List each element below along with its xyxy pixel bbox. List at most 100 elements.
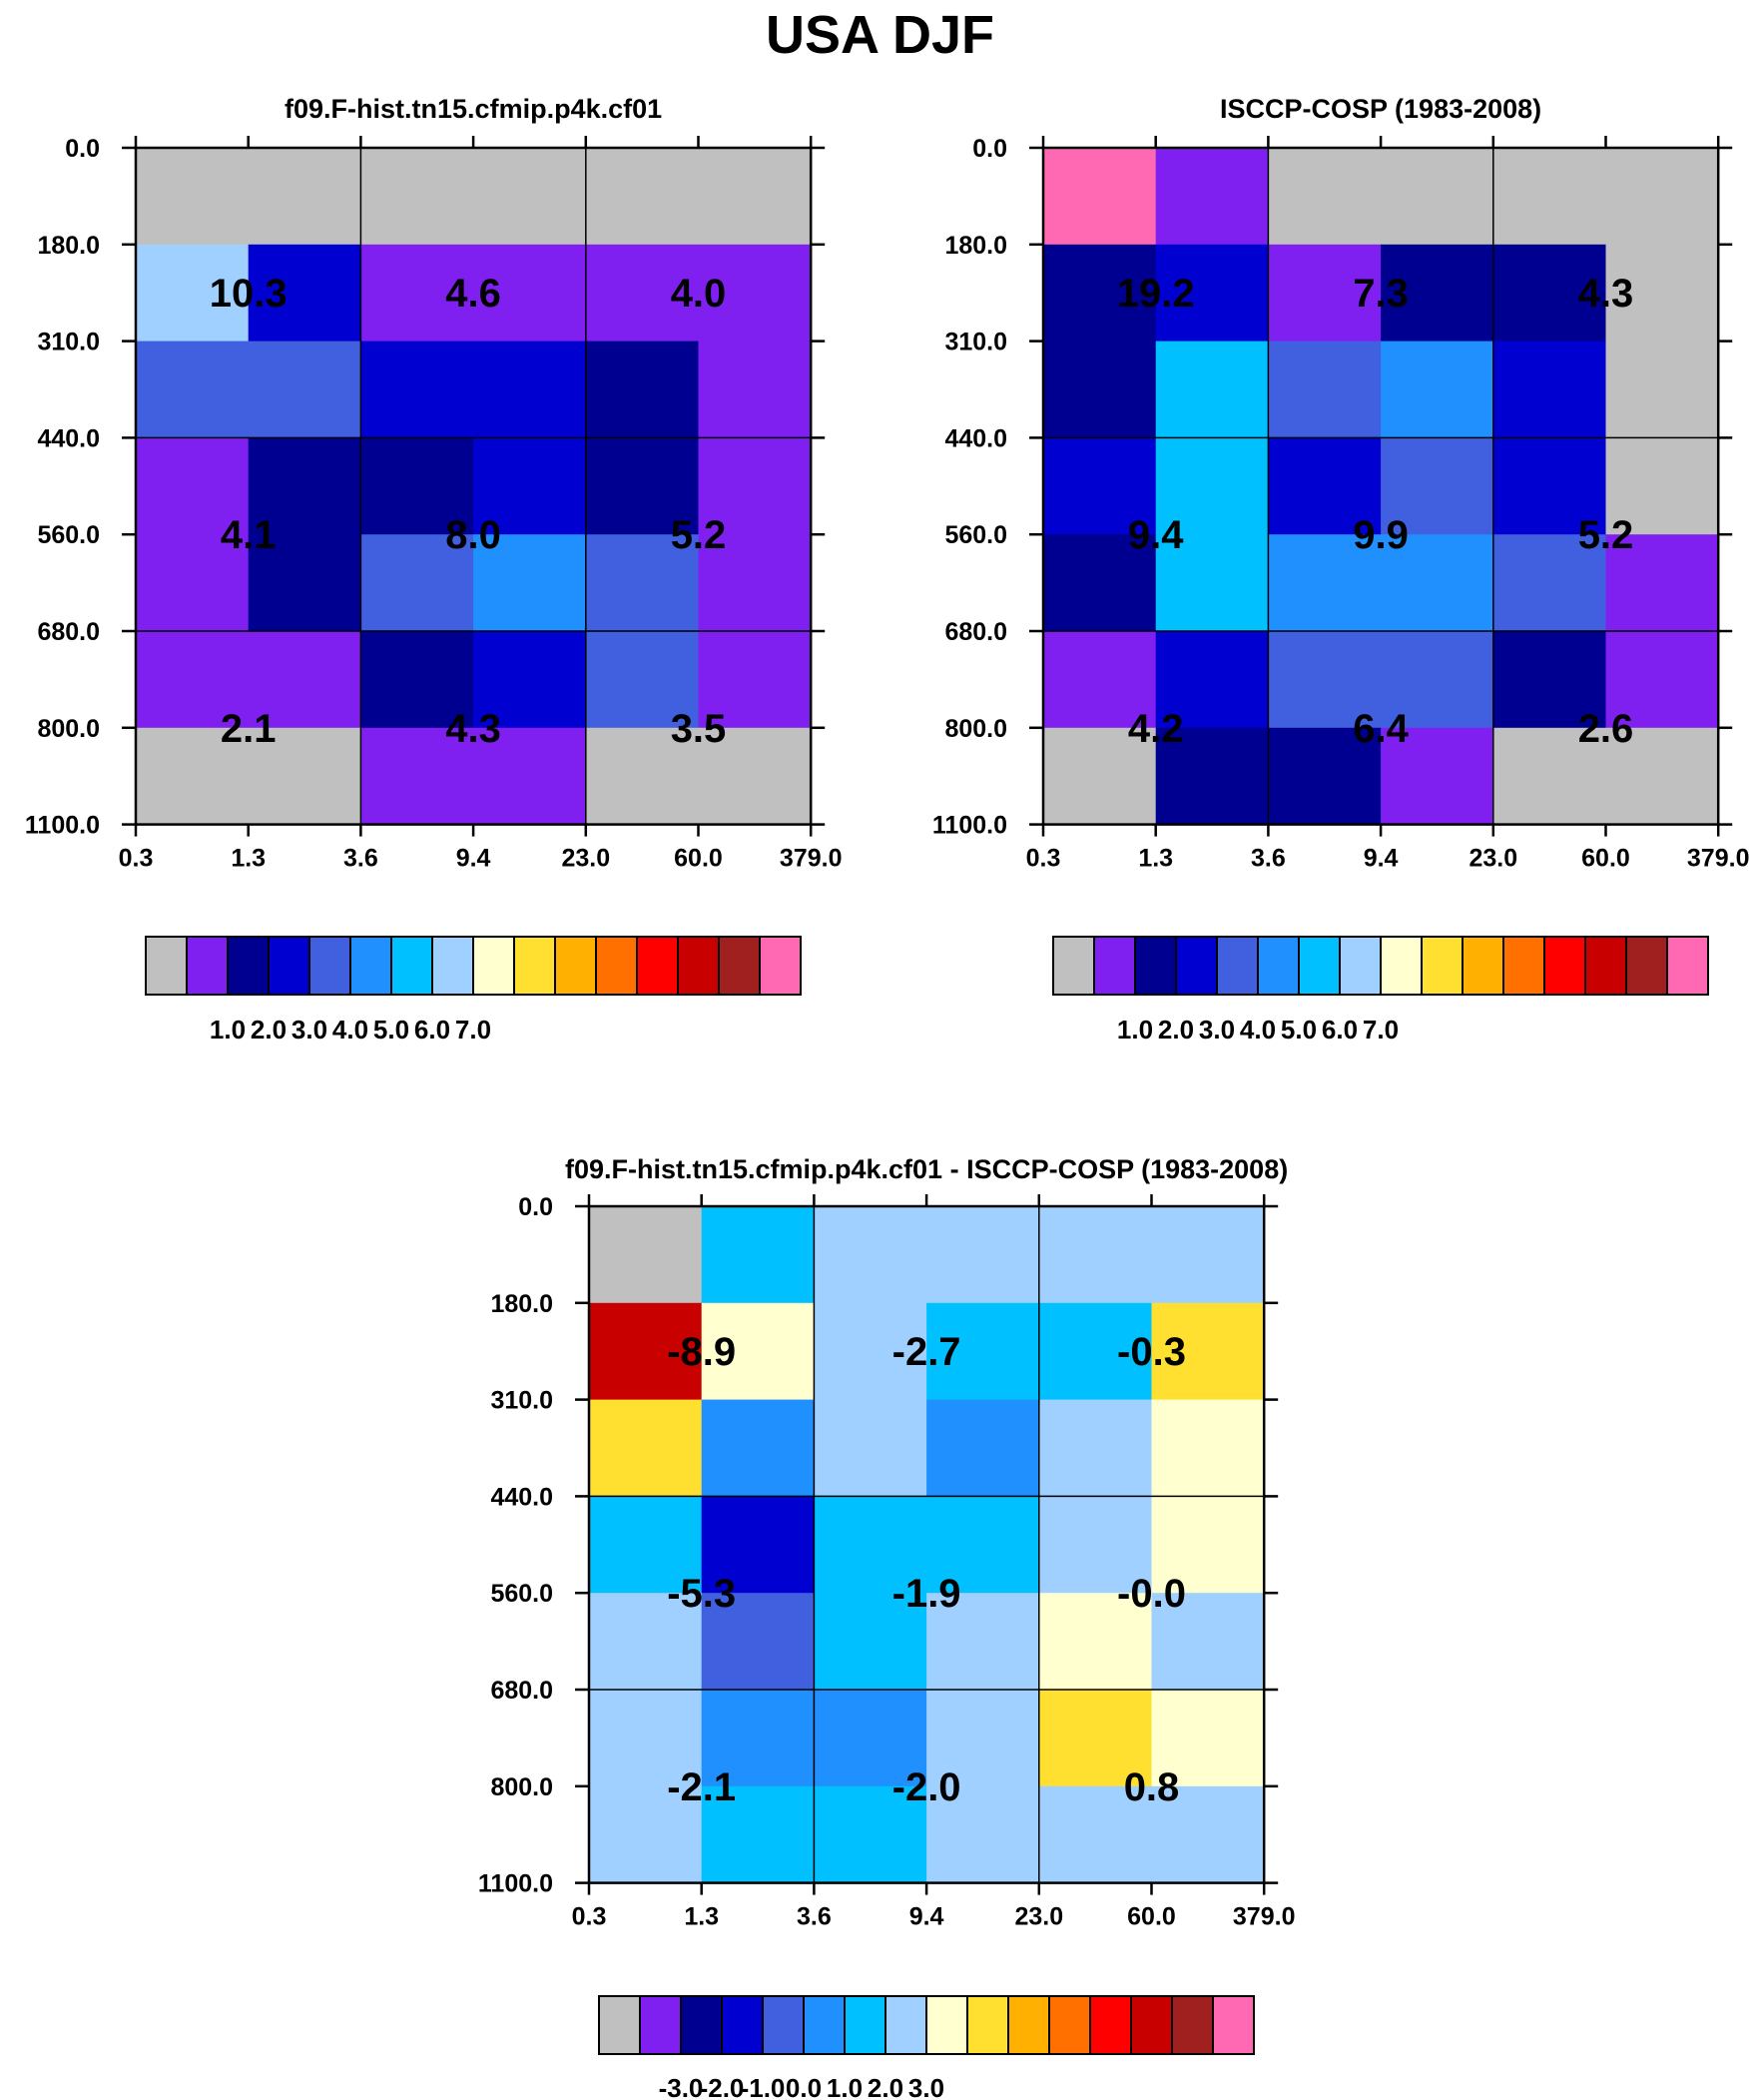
y-tick-label: 0.0 <box>972 135 1007 163</box>
heatmap-cell <box>1151 1399 1265 1497</box>
cell-value-label: -8.9 <box>667 1330 736 1374</box>
cell-value-label: 2.6 <box>1578 707 1634 751</box>
heatmap-cell <box>1043 631 1157 729</box>
heatmap-cell <box>1268 244 1382 343</box>
y-tick-label: 310.0 <box>944 329 1007 356</box>
heatmap-cell <box>701 1690 815 1787</box>
heatmap-cell <box>1038 1496 1153 1594</box>
y-tick-label: 560.0 <box>944 521 1007 549</box>
cell-value-label: -2.0 <box>892 1765 961 1809</box>
colorbar-swatch <box>1502 936 1545 996</box>
colorbar-swatch <box>1134 936 1177 996</box>
heatmap-cell <box>1605 341 1719 438</box>
colorbar-swatch <box>1130 1995 1173 2055</box>
colorbar-swatch <box>308 936 351 996</box>
colorbar-swatch <box>762 1995 805 2055</box>
colorbar-swatch <box>349 936 392 996</box>
y-tick-label: 440.0 <box>37 424 100 452</box>
heatmap-cell <box>701 1302 815 1401</box>
heatmap-cell <box>589 1496 703 1594</box>
heatmap-cell <box>585 148 700 246</box>
cell-value-label: -5.3 <box>667 1572 736 1616</box>
y-tick-label: 680.0 <box>944 618 1007 646</box>
colorbar-swatch <box>844 1995 886 2055</box>
heatmap-cell <box>136 727 250 826</box>
heatmap-cell <box>926 1302 1040 1401</box>
heatmap-cell <box>1381 244 1494 343</box>
colorbar-swatch <box>431 936 474 996</box>
heatmap-cell <box>589 1206 703 1304</box>
heatmap-cell <box>1151 1496 1265 1594</box>
heatmap-cell <box>1381 631 1494 729</box>
panel-model: f09.F-hist.tn15.cfmip.p4k.cf01 0.3 1.3 3.6 9… <box>25 94 843 1045</box>
colorbar-swatch <box>677 936 720 996</box>
y-tick-label: 180.0 <box>490 1290 553 1318</box>
colorbar-swatch <box>966 1995 1009 2055</box>
x-tick-label: 3.6 <box>1251 845 1286 873</box>
heatmap-cell <box>701 1785 815 1884</box>
heatmap-cell <box>701 1206 815 1304</box>
heatmap-cell <box>1492 534 1607 632</box>
cell-value-label: 5.2 <box>671 513 727 557</box>
heatmap-cell <box>1155 534 1269 632</box>
colorbar-swatch <box>803 1995 846 2055</box>
heatmap-cell <box>814 1399 927 1497</box>
heatmap-cell <box>1155 631 1269 729</box>
heatmap-cell <box>814 1496 927 1594</box>
heatmap-cell <box>1605 727 1719 826</box>
heatmap-cell <box>585 534 700 632</box>
heatmap-cell <box>589 1302 703 1401</box>
cell-value-label: -2.7 <box>892 1330 961 1374</box>
colorbar-label: -3.0 <box>659 2073 704 2100</box>
cell-value-label: 10.3 <box>210 272 288 316</box>
colorbar-swatch <box>1052 936 1095 996</box>
colorbar-swatch <box>1175 936 1218 996</box>
cell-value-label: -2.1 <box>667 1765 736 1809</box>
colorbar-swatch <box>186 936 229 996</box>
heatmap-cell <box>248 631 361 729</box>
colorbar-swatch <box>1462 936 1504 996</box>
heatmap-cell <box>1492 148 1607 246</box>
heatmap-cell <box>926 1593 1040 1691</box>
cell-value-label: 9.4 <box>1128 513 1184 557</box>
x-tick-label: 1.3 <box>231 845 266 873</box>
main-title: USA DJF <box>765 5 995 65</box>
heatmap-cell <box>814 1206 927 1304</box>
x-tick-label: 60.0 <box>1127 1903 1176 1931</box>
heatmap-cell <box>589 1690 703 1787</box>
colorbar-swatch <box>1666 936 1709 996</box>
y-tick-label: 180.0 <box>37 232 100 260</box>
x-tick-label: 379.0 <box>780 845 843 873</box>
cell-value-label: 4.6 <box>445 272 501 316</box>
panel-title: f09.F-hist.tn15.cfmip.p4k.cf01 <box>285 94 662 124</box>
y-tick-label: 310.0 <box>490 1387 553 1415</box>
heatmap-cell <box>1268 341 1382 438</box>
cell-value-label: 4.3 <box>445 707 501 751</box>
x-tick-label: 9.4 <box>456 845 491 873</box>
colorbar-label: 3.0 <box>908 2073 944 2100</box>
heatmap-cell <box>473 727 587 826</box>
y-tick-label: 440.0 <box>944 424 1007 452</box>
y-tick-label: 680.0 <box>490 1677 553 1705</box>
heatmap-cell <box>589 1593 703 1691</box>
y-tick-label: 0.0 <box>518 1193 553 1221</box>
colorbar-swatch <box>472 936 515 996</box>
heatmap-cell <box>248 534 361 632</box>
colorbar-swatch <box>1257 936 1300 996</box>
heatmap-cell <box>585 341 700 438</box>
cell-value-label: 2.1 <box>221 707 277 751</box>
heatmap-cell <box>701 1399 815 1497</box>
heatmap-cell <box>1605 437 1719 535</box>
cell-value-label: 5.2 <box>1578 513 1634 557</box>
colorbar-swatch <box>1421 936 1464 996</box>
heatmap-cell <box>1268 631 1382 729</box>
cell-value-label: 19.2 <box>1117 272 1195 316</box>
colorbar-swatch <box>1298 936 1341 996</box>
heatmap-cell <box>136 631 250 729</box>
cell-value-label: 0.8 <box>1124 1765 1180 1809</box>
panel-difference: f09.F-hist.tn15.cfmip.p4k.cf01 - ISCCP-C… <box>478 1154 1296 2100</box>
colorbar-label: 4.0 <box>1240 1015 1276 1045</box>
colorbar-label: 0.0 <box>786 2073 822 2100</box>
heatmap-cell <box>585 437 700 535</box>
x-tick-label: 3.6 <box>797 1903 832 1931</box>
